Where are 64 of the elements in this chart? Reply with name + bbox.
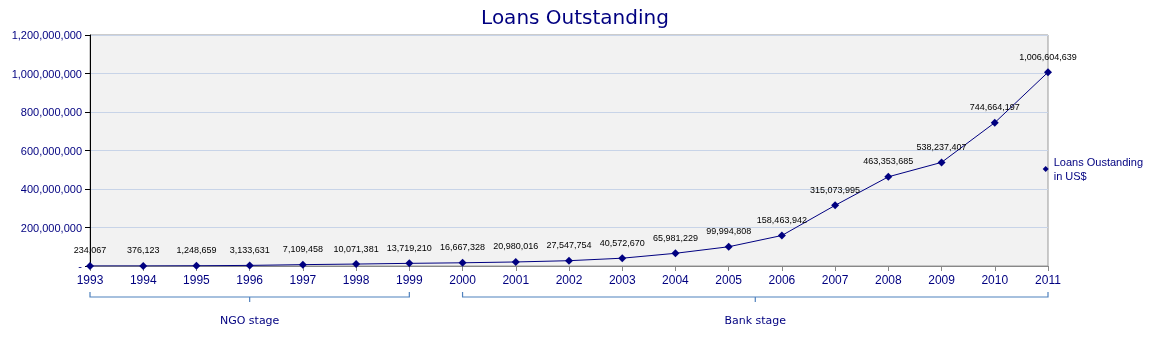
text: 10,071,381 [333,243,379,254]
text: 1,248,659 [176,245,217,256]
y-tick-label: 1,200,000,000 [11,29,82,41]
text: 20,980,016 [493,241,539,252]
x-tick-label: 2011 [1035,273,1062,287]
text: 158,463,942 [756,215,807,225]
point [245,261,254,270]
point [1044,68,1052,77]
point [458,258,467,267]
point [831,201,840,210]
text: 315,073,995 [810,184,861,195]
y-tick-label: 400,000,000 [20,183,82,195]
point [618,254,627,263]
x-tick-label: 1994 [129,273,157,287]
x-tick-label: 1996 [236,273,264,287]
x-tick-label: 1995 [183,273,211,287]
text: NGO stage [219,314,280,327]
y-tick-label: 200,000,000 [20,221,82,234]
x-tick-label: 2009 [928,273,956,287]
text: 376,123 [126,245,160,256]
point [511,257,520,266]
x-tick-label: 2010 [981,273,1009,287]
y-tick-label: 800,000,000 [20,106,82,118]
point [777,231,786,240]
legend-label: Loans Oustanding in US$ [1053,156,1144,182]
point [298,260,307,269]
text: 7,109,458 [282,244,323,255]
text: 40,572,670 [599,237,645,248]
x-tick-label: 2007 [821,273,849,287]
text: 13,719,210 [386,242,432,253]
y-tick-label: - [78,260,83,272]
point [990,118,999,127]
text: 65,981,229 [652,232,698,243]
point [352,260,361,269]
text: Bank stage [724,314,787,327]
point [139,261,148,270]
x-tick-label: 1993 [76,273,104,287]
x-tick-label: 2005 [715,273,743,287]
text: 27,547,754 [546,240,592,251]
chart-title: Loans Outstanding [481,5,669,29]
y-tick-label: 600,000,000 [20,144,82,157]
x-tick-label: 2000 [449,273,477,287]
x-tick-label: 2002 [555,273,583,287]
text: 1,006,604,639 [1019,51,1077,62]
point [724,242,733,251]
text: 99,994,808 [706,226,752,237]
x-tick-label: 2004 [662,273,690,287]
text: 463,353,685 [863,156,914,167]
x-tick-label: 1999 [395,273,423,287]
x-tick-label: 1997 [289,273,317,287]
point [192,261,201,270]
point [565,256,573,265]
x-tick-label: 2006 [768,273,796,287]
text: 3,133,631 [229,244,270,255]
x-tick-label: 2008 [874,273,902,287]
x-tick-label: 2003 [608,273,636,287]
y-tick-label: 1,000,000,000 [11,67,82,80]
point [937,158,946,167]
text: 16,667,328 [440,242,486,253]
x-tick-label: 1998 [342,273,370,287]
point [405,259,414,268]
point [884,172,893,181]
x-tick-label: 2001 [502,273,530,287]
point [671,249,680,258]
